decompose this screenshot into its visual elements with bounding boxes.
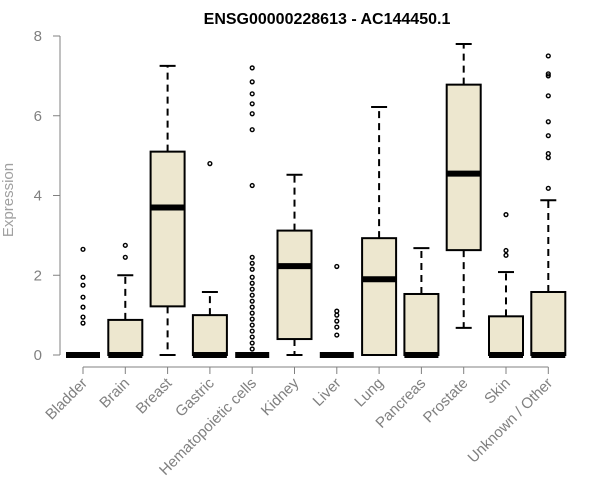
outlier-point xyxy=(545,71,551,77)
outlier-point xyxy=(80,246,86,252)
iqr-box xyxy=(276,229,313,341)
y-axis: 0 2 4 6 8 xyxy=(34,28,61,364)
outlier-point xyxy=(249,274,255,280)
x-tick-label-breast: Breast xyxy=(133,374,176,417)
outlier-point xyxy=(249,292,255,298)
outlier-point xyxy=(503,212,509,218)
y-tick-label: 8 xyxy=(34,28,42,45)
box-group-liver xyxy=(319,263,354,358)
x-tick-label-lung: Lung xyxy=(351,375,387,411)
outlier-point xyxy=(545,119,551,125)
box-group-hematopoietic-cells xyxy=(235,65,270,358)
iqr-box xyxy=(530,290,567,356)
outlier-point xyxy=(249,182,255,189)
outlier-point xyxy=(249,79,255,85)
chart-title: ENSG00000228613 - AC144450.1 xyxy=(204,11,451,28)
outlier-point xyxy=(249,310,255,316)
outlier-point xyxy=(122,242,128,248)
box-group-kidney xyxy=(276,173,313,356)
outlier-point xyxy=(249,328,255,334)
iqr-box xyxy=(403,292,440,356)
box-group-prostate xyxy=(445,42,482,329)
outlier-point xyxy=(249,127,255,133)
iqr-box xyxy=(149,150,186,308)
outlier-point xyxy=(80,274,86,280)
x-tick-label-bladder: Bladder xyxy=(42,375,91,424)
x-tick-label-skin: Skin xyxy=(481,375,514,408)
box-group-lung xyxy=(361,105,398,356)
outlier-point xyxy=(334,308,340,314)
outlier-point xyxy=(334,324,340,330)
iqr-box xyxy=(488,315,524,357)
x-tick-label-kidney: Kidney xyxy=(258,374,303,419)
x-tick-label-brain: Brain xyxy=(96,375,133,412)
outlier-point xyxy=(545,185,551,191)
outlier-point xyxy=(249,316,255,322)
outlier-point xyxy=(249,286,255,292)
outlier-point xyxy=(249,340,255,346)
outlier-point xyxy=(545,151,551,157)
y-tick-label: 2 xyxy=(34,267,42,284)
outlier-point xyxy=(249,280,255,286)
outlier-point xyxy=(334,312,340,318)
outlier-point xyxy=(545,93,551,99)
iqr-box xyxy=(445,83,482,252)
outlier-point xyxy=(80,304,86,310)
outlier-point xyxy=(80,282,86,288)
outlier-point xyxy=(249,260,255,266)
outlier-point xyxy=(249,65,255,71)
outlier-point xyxy=(80,294,86,300)
box-group-breast xyxy=(149,64,186,356)
outlier-point xyxy=(249,334,255,340)
box-group-gastric xyxy=(191,161,228,358)
x-tick-label-prostate: Prostate xyxy=(420,375,472,427)
box-group-bladder xyxy=(66,246,100,358)
box-group-unknown-other xyxy=(530,53,567,358)
box-group-skin xyxy=(488,212,524,358)
outlier-point xyxy=(334,332,340,338)
outlier-point xyxy=(249,298,255,304)
outlier-point xyxy=(249,254,255,260)
outlier-point xyxy=(503,247,509,254)
outlier-point xyxy=(545,53,551,59)
outlier-point xyxy=(503,252,509,258)
outlier-point xyxy=(80,320,86,326)
y-tick-label: 4 xyxy=(34,188,42,205)
outlier-point xyxy=(249,304,255,310)
x-tick-label-liver: Liver xyxy=(310,375,345,410)
box-group-pancreas xyxy=(403,247,440,358)
y-tick-label: 6 xyxy=(34,108,42,125)
outlier-point xyxy=(207,161,213,167)
iqr-box xyxy=(107,318,144,357)
outlier-point xyxy=(334,318,340,324)
outlier-point xyxy=(249,266,255,272)
outlier-point xyxy=(545,133,551,139)
outlier-point xyxy=(545,73,551,79)
outlier-point xyxy=(545,155,551,161)
box-group-brain xyxy=(107,242,144,358)
y-axis-label: Expression xyxy=(0,163,17,237)
outlier-point xyxy=(249,111,255,117)
plot-area xyxy=(66,42,567,358)
outlier-point xyxy=(249,91,255,97)
outlier-point xyxy=(334,263,340,270)
outlier-point xyxy=(80,314,86,320)
outlier-point xyxy=(249,346,255,352)
outlier-point xyxy=(249,322,255,328)
outlier-point xyxy=(122,254,128,260)
iqr-box xyxy=(361,237,398,356)
iqr-box xyxy=(191,314,228,356)
y-tick-label: 0 xyxy=(34,347,42,364)
outlier-point xyxy=(249,101,255,107)
